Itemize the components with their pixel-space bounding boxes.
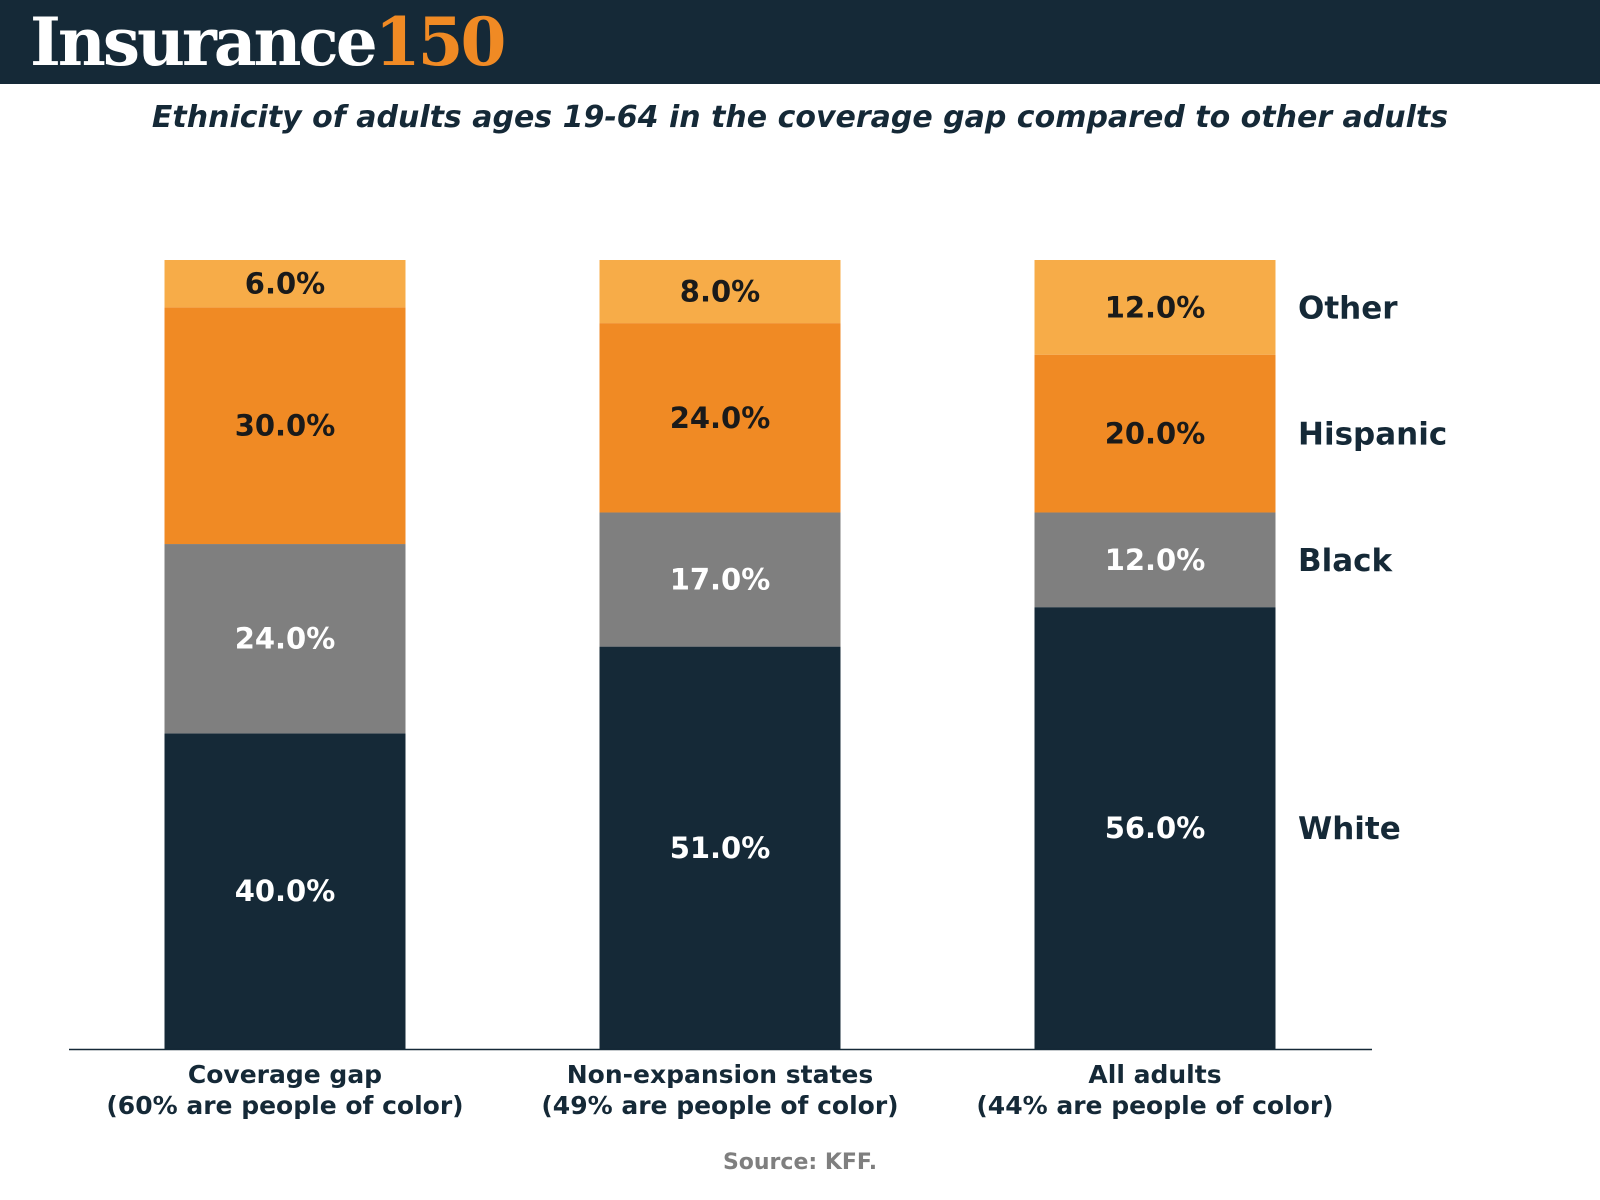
bar-other-1	[164, 260, 406, 308]
bar-white-3	[1034, 607, 1276, 1049]
category-label-3-line-1: All adults	[1088, 1060, 1221, 1089]
legend-label-black: Black	[1298, 543, 1394, 579]
logo-word: Insurance	[30, 3, 378, 81]
data-label-black-3: 12.0%	[1105, 543, 1206, 577]
bar-other-2	[599, 260, 841, 324]
bar-hispanic-1	[164, 307, 406, 545]
bar-black-2	[599, 512, 841, 647]
data-label-other-2: 8.0%	[680, 275, 760, 309]
bar-other-3	[1034, 260, 1276, 355]
data-label-other-3: 12.0%	[1105, 290, 1206, 324]
bar-hispanic-3	[1034, 354, 1276, 513]
data-label-hispanic-2: 24.0%	[670, 401, 771, 435]
data-label-black-2: 17.0%	[670, 563, 771, 597]
legend-label-white: White	[1298, 811, 1401, 847]
legend-label-hispanic: Hispanic	[1298, 417, 1447, 453]
bar-black-3	[1034, 512, 1276, 608]
logo-number: 150	[374, 3, 507, 81]
bar-hispanic-2	[599, 323, 841, 513]
bar-white-2	[599, 646, 841, 1049]
legend-label-other: Other	[1298, 290, 1398, 326]
data-label-hispanic-1: 30.0%	[235, 409, 336, 443]
data-label-white-3: 56.0%	[1105, 811, 1206, 845]
source-note: Source: KFF.	[722, 1150, 878, 1175]
data-label-white-1: 40.0%	[235, 874, 336, 908]
bar-white-1	[164, 733, 406, 1049]
data-label-hispanic-3: 20.0%	[1105, 417, 1206, 451]
header-bar: Insurance150	[0, 0, 1600, 84]
category-label-3-line-2: (44% are people of color)	[976, 1091, 1333, 1120]
chart-subtitle: Ethnicity of adults ages 19-64 in the co…	[151, 100, 1449, 135]
data-label-white-2: 51.0%	[670, 831, 771, 865]
data-label-other-1: 6.0%	[245, 267, 325, 301]
category-label-1-line-1: Coverage gap	[188, 1060, 382, 1089]
bar-black-1	[164, 544, 406, 734]
category-label-1-line-2: (60% are people of color)	[106, 1091, 463, 1120]
brand-logo: Insurance150	[30, 2, 507, 82]
data-label-black-1: 24.0%	[235, 622, 336, 656]
category-label-2-line-1: Non-expansion states	[567, 1060, 874, 1089]
category-label-2-line-2: (49% are people of color)	[541, 1091, 898, 1120]
